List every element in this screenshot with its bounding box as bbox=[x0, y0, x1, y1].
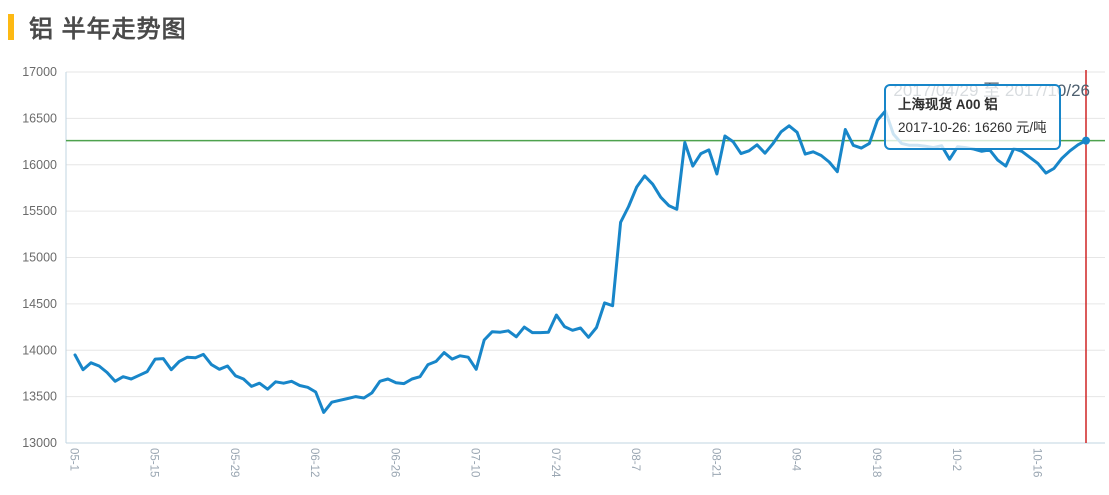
tooltip-series-name: 上海现货 A00 铝 bbox=[898, 97, 998, 112]
x-axis-label: 08-7 bbox=[629, 448, 641, 471]
y-axis-label: 14000 bbox=[22, 343, 57, 357]
x-axis-label: 06-12 bbox=[308, 448, 320, 477]
hover-tooltip: 上海现货 A00 铝 2017-10-26: 16260 元/吨 bbox=[884, 84, 1061, 150]
x-axis-label: 09-18 bbox=[870, 448, 882, 477]
x-axis-label: 05-15 bbox=[148, 448, 160, 477]
x-axis-label: 09-4 bbox=[790, 448, 802, 472]
y-axis-label: 13000 bbox=[22, 436, 57, 450]
y-axis-label: 14500 bbox=[22, 297, 57, 311]
x-axis-label: 07-24 bbox=[549, 448, 561, 478]
page-title: 铝 半年走势图 bbox=[29, 16, 187, 43]
x-axis-label: 08-21 bbox=[709, 448, 721, 477]
y-axis-label: 15500 bbox=[22, 204, 57, 218]
price-line[interactable] bbox=[73, 109, 1088, 414]
x-axis-label: 06-26 bbox=[388, 448, 400, 477]
y-axis-label: 13500 bbox=[22, 390, 57, 404]
x-axis-label: 05-29 bbox=[228, 448, 240, 477]
x-axis-label: 10-16 bbox=[1030, 448, 1042, 477]
y-axis-label: 16500 bbox=[22, 111, 57, 125]
x-axis-label: 07-10 bbox=[469, 448, 481, 477]
last-point-marker bbox=[1082, 136, 1090, 145]
chart-header: 铝 半年走势图 bbox=[8, 9, 187, 44]
y-axis-label: 15000 bbox=[22, 251, 57, 265]
y-axis-label: 17000 bbox=[22, 65, 57, 79]
tooltip-point-value: 2017-10-26: 16260 元/吨 bbox=[898, 120, 1047, 136]
y-axis-label: 16000 bbox=[22, 158, 57, 172]
x-axis-label: 10-2 bbox=[950, 448, 962, 471]
title-accent-bar bbox=[8, 13, 14, 40]
x-axis-label: 05-1 bbox=[68, 448, 80, 471]
